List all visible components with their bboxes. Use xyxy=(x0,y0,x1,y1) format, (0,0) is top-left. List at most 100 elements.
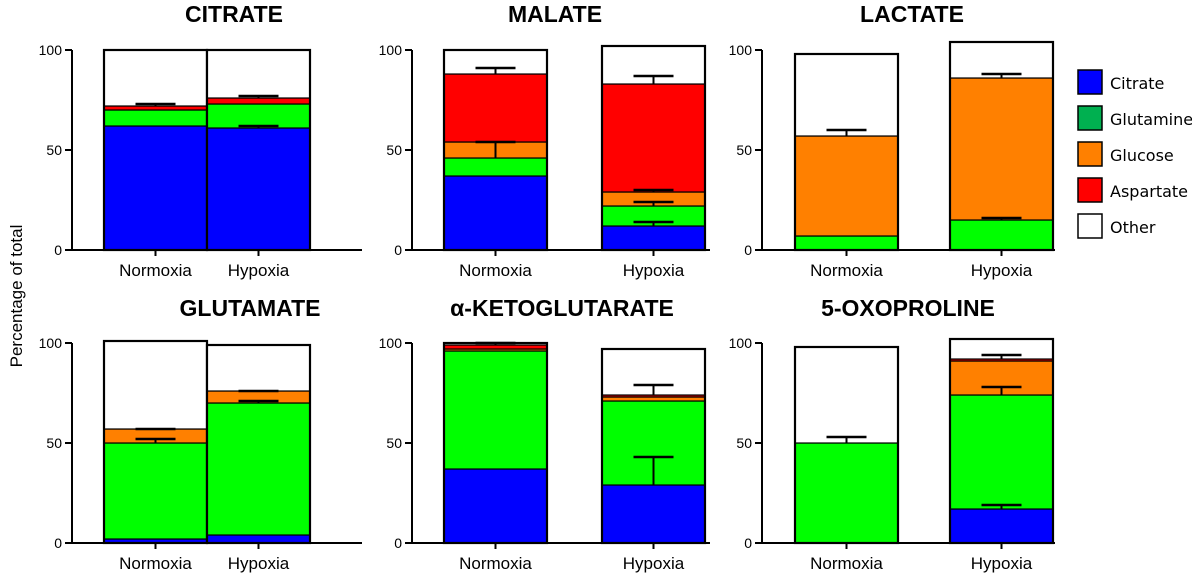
category-label: Hypoxia xyxy=(228,261,290,280)
category-label: Hypoxia xyxy=(971,261,1033,280)
y-tick-label: 50 xyxy=(46,435,62,451)
legend-item-citrate: Citrate xyxy=(1077,69,1164,95)
bar-segment-aspartate-hypoxia xyxy=(206,97,311,105)
panel-5-oxoproline: 5-OXOPROLINE Normoxia Hypoxia 0 50 100 xyxy=(729,295,1055,573)
bar-segment-glucose-normoxia xyxy=(794,135,899,237)
error-bar xyxy=(238,94,279,98)
bar-segment-other-hypoxia xyxy=(206,49,311,99)
bar-segment-glutamine-normoxia xyxy=(103,442,208,540)
bar-segment-aspartate-hypoxia xyxy=(601,83,706,193)
panel-title: 5-OXOPROLINE xyxy=(821,295,995,321)
chart-panels: CITRATE Normoxia Hypoxia 0 50 100 MALATE Normox… xyxy=(39,1,1055,573)
bar-segment-glutamine-normoxia xyxy=(443,157,548,177)
category-label: Hypoxia xyxy=(228,554,290,573)
error-bar xyxy=(135,102,176,106)
bar-segment-citrate-normoxia xyxy=(443,468,548,544)
error-bar xyxy=(633,188,674,192)
legend-swatch xyxy=(1077,213,1103,239)
error-bar xyxy=(238,399,279,403)
y-tick-label: 50 xyxy=(386,142,402,158)
panel-glutamate: GLUTAMATE Normoxia Hypoxia 0 50 100 xyxy=(39,295,362,573)
category-label: Normoxia xyxy=(810,261,883,280)
error-bar xyxy=(135,437,176,443)
bar-segment-citrate-hypoxia xyxy=(601,484,706,544)
panel-title: CITRATE xyxy=(185,1,283,27)
legend-swatch xyxy=(1077,105,1103,131)
legend-label: Other xyxy=(1110,218,1156,237)
category-label: Normoxia xyxy=(119,261,192,280)
y-tick-label: 100 xyxy=(39,335,63,351)
bar-segment-glutamine-hypoxia xyxy=(206,402,311,536)
bar-segment-other-normoxia xyxy=(794,346,899,444)
y-tick-label: 0 xyxy=(394,242,402,258)
category-label: Normoxia xyxy=(810,554,883,573)
y-tick-label: 100 xyxy=(379,335,403,351)
bar-segment-other-hypoxia xyxy=(949,41,1054,79)
panel-title: GLUTAMATE xyxy=(180,295,321,321)
error-bar xyxy=(981,385,1022,395)
legend-label: Citrate xyxy=(1110,74,1164,93)
error-bar xyxy=(826,128,867,136)
bar-segment-citrate-hypoxia xyxy=(949,508,1054,544)
error-bar xyxy=(981,72,1022,78)
panel-ketoglutarate: α-KETOGLUTARATE Normoxia Hypoxia 0 50 100 xyxy=(379,295,710,573)
y-tick-label: 50 xyxy=(386,435,402,451)
error-bar xyxy=(633,74,674,84)
bar-segment-citrate-normoxia xyxy=(103,125,208,251)
y-tick-label: 50 xyxy=(46,142,62,158)
legend-swatch xyxy=(1077,177,1103,203)
bar-segment-citrate-normoxia xyxy=(443,175,548,251)
bar-segment-glutamine-normoxia xyxy=(443,350,548,470)
y-tick-label: 50 xyxy=(736,142,752,158)
bar-segment-aspartate-normoxia xyxy=(443,73,548,143)
bar-segment-other-hypoxia xyxy=(206,344,311,392)
bar-segment-glucose-hypoxia xyxy=(949,77,1054,221)
category-label: Normoxia xyxy=(119,554,192,573)
panel-citrate: CITRATE Normoxia Hypoxia 0 50 100 xyxy=(39,1,362,280)
legend-item-other: Other xyxy=(1077,213,1156,239)
bar-segment-citrate-hypoxia xyxy=(206,127,311,251)
bar-segment-glutamine-hypoxia xyxy=(949,394,1054,510)
bar-segment-glutamine-hypoxia xyxy=(949,219,1054,251)
category-label: Normoxia xyxy=(459,261,532,280)
legend-item-glucose: Glucose xyxy=(1077,141,1174,167)
y-tick-label: 0 xyxy=(54,242,62,258)
bar-segment-glutamine-normoxia xyxy=(103,109,208,127)
y-tick-label: 0 xyxy=(744,535,752,551)
error-bar xyxy=(238,124,279,128)
error-bar xyxy=(826,435,867,443)
y-tick-label: 0 xyxy=(744,242,752,258)
error-bar xyxy=(475,341,516,345)
panel-title: LACTATE xyxy=(860,1,964,27)
y-tick-label: 100 xyxy=(729,42,753,58)
bar-segment-glucose-hypoxia xyxy=(601,396,706,402)
y-tick-label: 100 xyxy=(39,42,63,58)
bar-segment-glutamine-hypoxia xyxy=(206,103,311,129)
y-tick-label: 0 xyxy=(394,535,402,551)
bar-segment-citrate-hypoxia xyxy=(601,225,706,251)
category-label: Hypoxia xyxy=(623,554,685,573)
y-tick-label: 100 xyxy=(729,335,753,351)
bar-segment-glutamine-normoxia xyxy=(794,442,899,544)
legend-label: Glucose xyxy=(1110,146,1174,165)
legend-item-aspartate: Aspartate xyxy=(1077,177,1188,203)
error-bar xyxy=(981,353,1022,359)
error-bar xyxy=(633,220,674,226)
panel-title: α-KETOGLUTARATE xyxy=(450,295,674,321)
panel-malate: MALATE Normoxia Hypoxia 0 50 100 xyxy=(379,1,710,280)
panel-title: MALATE xyxy=(508,1,602,27)
y-tick-label: 100 xyxy=(379,42,403,58)
bar-segment-other-normoxia xyxy=(103,49,208,107)
error-bar xyxy=(633,383,674,395)
legend-label: Glutamine xyxy=(1110,110,1192,129)
error-bar xyxy=(633,455,674,485)
y-axis-label: Percentage of total xyxy=(7,225,26,368)
error-bar xyxy=(475,140,516,158)
panel-lactate: LACTATE Normoxia Hypoxia 0 50 100 xyxy=(729,1,1055,280)
bar-segment-other-normoxia xyxy=(794,53,899,137)
error-bar xyxy=(981,216,1022,220)
error-bar xyxy=(981,503,1022,509)
error-bar xyxy=(633,200,674,206)
y-tick-label: 50 xyxy=(736,435,752,451)
